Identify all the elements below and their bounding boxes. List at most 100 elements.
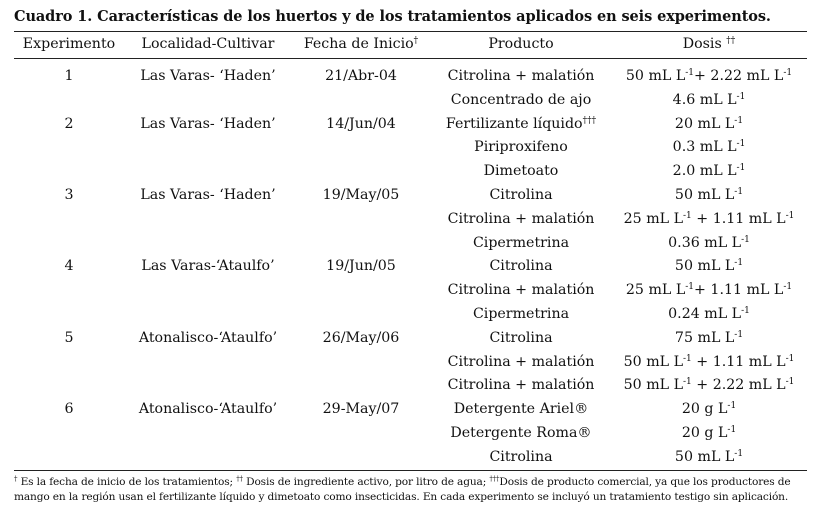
- cell-producto: Fertilizante líquido†††: [446, 115, 596, 133]
- cell-producto: Dimetoato: [484, 162, 559, 180]
- dosis-value: 20 g L: [681, 425, 728, 441]
- producto-label: Citrolina: [489, 330, 553, 346]
- producto-label: Detergente Roma®: [450, 425, 592, 441]
- header-dosis-label: Dosis: [682, 36, 722, 52]
- footnote-mark-2: ††: [236, 475, 243, 483]
- dosis-value: 50 mL L: [623, 354, 683, 370]
- cell-experimento: 3: [64, 187, 74, 203]
- header-rule: [14, 58, 807, 59]
- cell-producto: Citrolina + malatión: [448, 67, 595, 85]
- table-caption: Cuadro 1. Características de los huertos…: [14, 8, 771, 25]
- cell-experimento: 5: [64, 330, 74, 346]
- dosis-exponent: -1: [683, 211, 692, 221]
- dosis-value: 0.24 mL L: [668, 306, 742, 322]
- cell-dosis: 0.24 mL L-1: [668, 305, 750, 323]
- cell-producto: Citrolina + malatión: [448, 281, 595, 299]
- dosis-value: 0.3 mL L: [672, 139, 737, 155]
- cell-localidad: Las Varas- ‘Haden’: [140, 116, 276, 132]
- cell-dosis: 0.36 mL L-1: [668, 234, 750, 252]
- header-producto: Producto: [488, 36, 554, 52]
- producto-label: Fertilizante líquido: [445, 116, 583, 132]
- dosis-value: + 1.11 mL L: [691, 211, 786, 227]
- footnote-mark-3: †††: [489, 475, 500, 483]
- dosis-value: 50 mL L: [623, 377, 683, 393]
- cell-dosis: 50 mL L-1: [675, 257, 743, 275]
- dosis-exponent: -1: [736, 139, 746, 149]
- dosis-exponent: -1: [685, 282, 695, 292]
- dosis-exponent: -1: [727, 425, 737, 435]
- dosis-value: 20 g L: [681, 401, 728, 417]
- footnote-text-1: Es la fecha de inicio de los tratamiento…: [17, 476, 237, 488]
- cell-fecha: 29-May/07: [322, 401, 400, 417]
- cell-localidad: Las Varas-‘Ataulfo’: [141, 258, 275, 274]
- dosis-value: + 1.11 mL L: [691, 354, 786, 370]
- cell-dosis: 20 mL L-1: [675, 115, 743, 133]
- dosis-exponent: -1: [734, 116, 744, 126]
- dosis-exponent: -1: [727, 401, 737, 411]
- caption-label: Cuadro 1.: [14, 8, 93, 25]
- footnote-line-1: † Es la fecha de inicio de los tratamien…: [14, 475, 809, 489]
- cell-experimento: 6: [64, 401, 74, 417]
- cell-dosis: 20 g L-1: [682, 424, 736, 442]
- cell-dosis: 4.6 mL L-1: [673, 91, 746, 109]
- header-dosis-mark: ††: [726, 36, 736, 46]
- dosis-exponent: -1: [785, 211, 795, 221]
- producto-label: Detergente Ariel®: [453, 401, 589, 417]
- cell-experimento: 1: [64, 68, 74, 84]
- producto-label: Citrolina: [489, 258, 553, 274]
- cell-localidad: Las Varas- ‘Haden’: [140, 187, 276, 203]
- cell-dosis: 0.3 mL L-1: [673, 138, 746, 156]
- dosis-exponent: -1: [734, 258, 744, 268]
- footnote-text-3: Dosis de producto comercial, ya que los …: [499, 476, 791, 488]
- footnote-line-2: mango en la región usan el fertilizante …: [14, 491, 789, 503]
- dosis-exponent: -1: [741, 306, 750, 316]
- footnote-text-2: Dosis de ingrediente activo, por litro d…: [242, 476, 490, 488]
- producto-label: Citrolina + malatión: [447, 377, 595, 393]
- dosis-value: 50 mL L: [674, 449, 735, 465]
- cell-producto: Detergente Ariel®: [454, 400, 589, 418]
- producto-label: Citrolina: [489, 449, 553, 465]
- cell-experimento: 4: [64, 258, 74, 274]
- cell-dosis: 2.0 mL L-1: [673, 162, 746, 180]
- dosis-exponent: -1: [734, 187, 744, 197]
- producto-label: Citrolina + malatión: [447, 211, 595, 227]
- cell-localidad: Atonalisco-‘Ataulfo’: [138, 330, 278, 346]
- cell-dosis: 25 mL L-1+ 1.11 mL L-1: [626, 281, 792, 299]
- cell-producto: Concentrado de ajo: [451, 91, 591, 109]
- header-fecha: Fecha de Inicio†: [304, 35, 418, 53]
- cell-producto: Citrolina: [489, 186, 552, 204]
- cell-dosis: 75 mL L-1: [675, 329, 743, 347]
- dosis-exponent: -1: [734, 330, 744, 340]
- producto-label: Piriproxifeno: [474, 139, 568, 155]
- cell-producto: Citrolina + malatión: [448, 376, 595, 394]
- cell-producto: Citrolina: [489, 448, 552, 466]
- cell-fecha: 19/May/05: [322, 187, 400, 203]
- producto-label: Dimetoato: [483, 163, 559, 179]
- cell-dosis: 20 g L-1: [682, 400, 736, 418]
- header-localidad: Localidad-Cultivar: [141, 36, 275, 52]
- cell-producto: Citrolina + malatión: [448, 210, 595, 228]
- dosis-exponent: -1: [741, 235, 750, 245]
- cell-experimento: 2: [64, 116, 74, 132]
- cell-producto: Cipermetrina: [473, 234, 569, 252]
- header-experimento: Experimento: [22, 36, 116, 52]
- top-rule: [14, 31, 807, 32]
- dosis-value: + 2.22 mL L: [694, 68, 784, 84]
- cell-fecha: 26/May/06: [322, 330, 400, 346]
- dosis-exponent: -1: [783, 282, 793, 292]
- header-fecha-label: Fecha de Inicio: [303, 36, 414, 52]
- cell-dosis: 50 mL L-1: [675, 186, 743, 204]
- dosis-value: 0.36 mL L: [668, 235, 742, 251]
- dosis-exponent: -1: [736, 92, 746, 102]
- header-fecha-mark: †: [413, 36, 419, 46]
- dosis-value: + 1.11 mL L: [694, 282, 784, 298]
- dosis-exponent: -1: [683, 377, 692, 387]
- producto-label: Citrolina: [489, 187, 553, 203]
- dosis-value: 50 mL L: [674, 187, 735, 203]
- dosis-exponent: -1: [683, 354, 692, 364]
- dosis-value: 4.6 mL L: [672, 92, 737, 108]
- cell-producto: Piriproxifeno: [474, 138, 568, 156]
- producto-label: Cipermetrina: [472, 235, 570, 251]
- cell-fecha: 14/Jun/04: [326, 116, 396, 132]
- dosis-exponent: -1: [785, 377, 795, 387]
